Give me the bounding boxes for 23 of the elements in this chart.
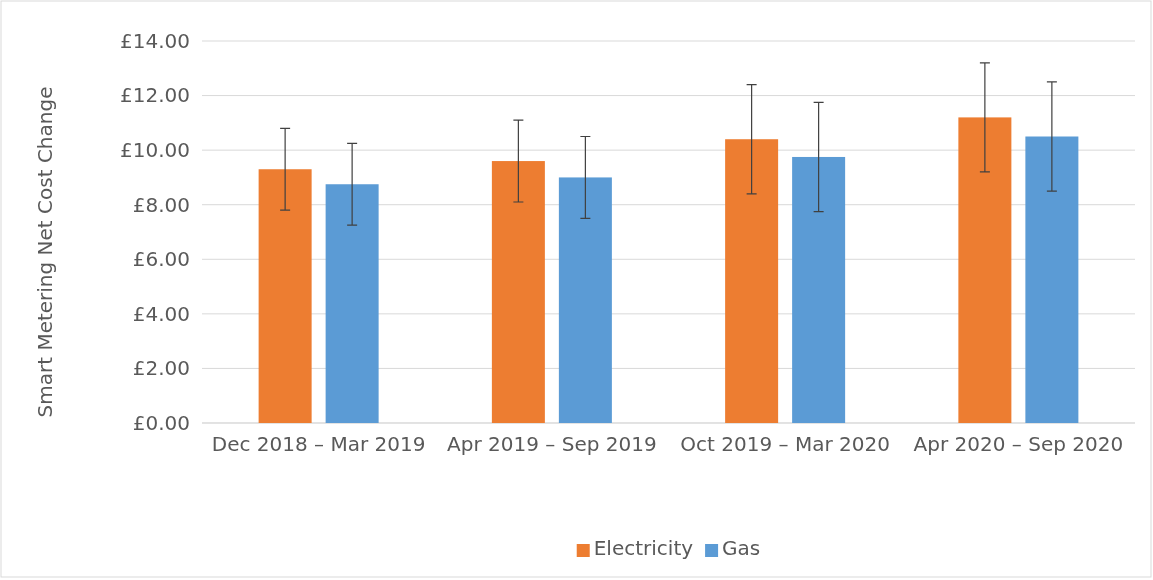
y-tick-label: £6.00	[132, 247, 190, 272]
y-tick-label: £14.00	[120, 28, 190, 53]
bar	[558, 177, 612, 423]
x-tick-label: Apr 2019 – Sep 2019	[447, 432, 657, 457]
x-tick-label: Oct 2019 – Mar 2020	[680, 432, 890, 457]
y-tick-label: £0.00	[132, 410, 190, 435]
legend-label: Gas	[722, 536, 761, 560]
legend-label: Electricity	[593, 536, 694, 560]
y-tick-label: £12.00	[120, 83, 190, 108]
x-tick-label: Apr 2020 – Sep 2020	[913, 432, 1124, 457]
x-tick-label: Dec 2018 – Mar 2019	[211, 432, 426, 457]
bar	[325, 184, 379, 423]
bar	[491, 161, 545, 423]
bar	[258, 169, 312, 423]
bar	[792, 156, 846, 423]
y-axis-title: Smart Metering Net Cost Change	[33, 86, 57, 418]
y-tick-label: £2.00	[132, 356, 190, 381]
y-tick-label: £8.00	[132, 192, 190, 217]
bar	[725, 139, 779, 423]
bar	[958, 117, 1012, 423]
y-tick-label: £4.00	[132, 301, 190, 326]
bar	[1025, 136, 1079, 423]
y-tick-label: £10.00	[120, 138, 190, 163]
